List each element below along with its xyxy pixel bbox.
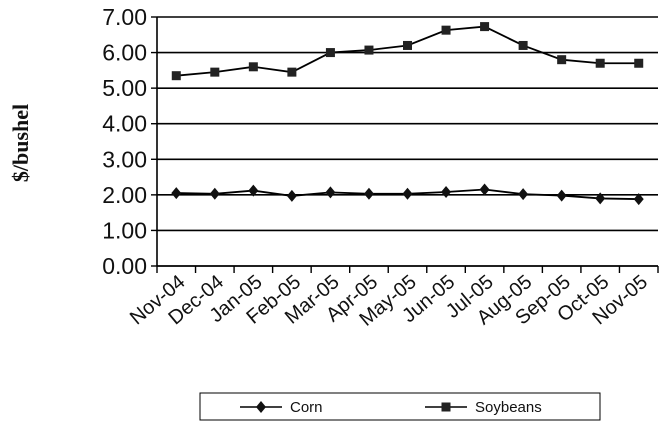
legend-item-soybeans: Soybeans bbox=[425, 399, 542, 416]
soybeans-point bbox=[248, 62, 258, 72]
soybeans-point bbox=[441, 25, 451, 35]
corn-point bbox=[595, 192, 606, 205]
soybeans-point bbox=[364, 45, 374, 55]
corn-point bbox=[363, 187, 374, 200]
soybeans-point bbox=[595, 58, 605, 68]
soybeans-point bbox=[210, 67, 220, 77]
axes bbox=[151, 16, 659, 273]
x-tick-labels: Nov-04Dec-04Jan-05Feb-05Mar-05Apr-05May-… bbox=[126, 271, 652, 331]
y-tick-label: 6.00 bbox=[102, 40, 147, 66]
y-tick-label: 2.00 bbox=[102, 182, 147, 208]
soybeans-point bbox=[634, 58, 644, 68]
corn-point bbox=[518, 188, 529, 201]
corn-point bbox=[402, 187, 413, 200]
soybeans-point bbox=[403, 40, 412, 50]
soybeans-point bbox=[325, 48, 335, 58]
legend-swatch-marker bbox=[441, 402, 451, 412]
soybeans-point bbox=[518, 40, 528, 50]
series bbox=[171, 22, 644, 206]
corn-point bbox=[441, 186, 452, 199]
legend-label: Corn bbox=[290, 399, 323, 416]
series-soybeans bbox=[171, 22, 644, 81]
soybeans-point bbox=[557, 55, 567, 65]
legend-items: Corn Soybeans bbox=[240, 399, 542, 416]
y-tick-label: 4.00 bbox=[102, 111, 147, 137]
corn-point bbox=[633, 193, 644, 206]
soybeans-point bbox=[171, 71, 181, 81]
corn-point bbox=[209, 187, 220, 200]
corn-point bbox=[325, 186, 336, 199]
legend-item-corn: Corn bbox=[240, 399, 323, 416]
gridlines bbox=[157, 16, 658, 232]
y-tick-label: 3.00 bbox=[102, 146, 147, 172]
y-tick-label: 5.00 bbox=[102, 75, 147, 101]
y-tick-label: 1.00 bbox=[102, 217, 147, 243]
soybeans-line bbox=[176, 25, 639, 77]
corn-point bbox=[479, 183, 490, 196]
soybeans-point bbox=[287, 67, 297, 77]
y-tick-label: 0.00 bbox=[102, 253, 147, 279]
corn-point bbox=[171, 187, 182, 200]
corn-point bbox=[556, 189, 567, 202]
corn-point bbox=[286, 189, 297, 202]
soybeans-point bbox=[480, 22, 490, 32]
y-axis-title: $/bushel bbox=[8, 104, 33, 182]
legend: Corn Soybeans bbox=[199, 392, 601, 421]
corn-point bbox=[248, 184, 259, 197]
y-tick-label: 7.00 bbox=[102, 4, 147, 30]
legend-swatch-marker bbox=[256, 401, 266, 413]
y-tick-labels: 0.00 1.00 2.00 3.00 4.00 5.00 6.00 7.00 bbox=[102, 4, 147, 279]
series-corn bbox=[171, 183, 644, 206]
legend-label: Soybeans bbox=[475, 399, 542, 416]
